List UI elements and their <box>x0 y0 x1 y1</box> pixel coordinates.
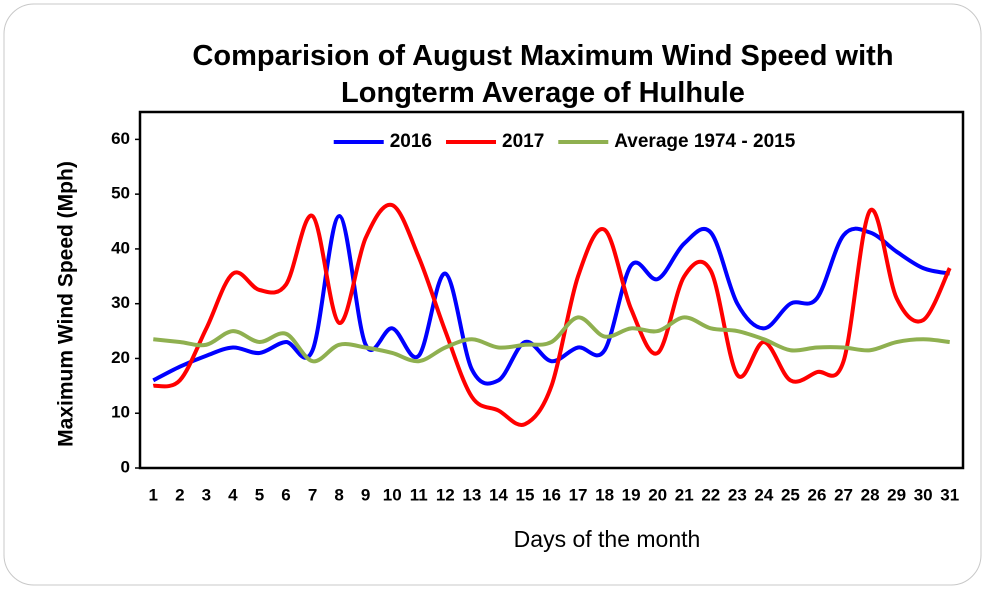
legend-label: Average 1974 - 2015 <box>614 131 795 152</box>
x-tick-label: 19 <box>622 485 641 504</box>
x-tick-label: 23 <box>728 485 747 504</box>
x-tick-label: 15 <box>515 485 534 504</box>
x-axis-label: Days of the month <box>514 526 701 552</box>
x-tick-label: 13 <box>462 485 481 504</box>
x-tick-label: 7 <box>308 485 317 504</box>
frame <box>3 3 982 586</box>
series-line <box>153 315 950 364</box>
x-tick-label: 27 <box>834 485 853 504</box>
x-tick-label: 20 <box>648 485 667 504</box>
x-tick-label: 14 <box>489 485 508 504</box>
x-tick-label: 6 <box>281 485 290 504</box>
x-tick-label: 30 <box>914 485 933 504</box>
legend-label: 2017 <box>502 131 544 152</box>
x-tick-label: 2 <box>175 485 184 504</box>
x-tick-label: 4 <box>228 485 238 504</box>
x-tick-label: 5 <box>255 485 264 504</box>
x-tick-label: 1 <box>149 485 158 504</box>
y-tick-label: 30 <box>111 293 130 312</box>
x-tick-label: 28 <box>861 485 880 504</box>
y-tick-label: 0 <box>121 457 130 476</box>
x-tick-label: 9 <box>361 485 370 504</box>
x-tick-label: 18 <box>595 485 614 504</box>
series-line <box>152 202 952 427</box>
x-tick-label: 8 <box>334 485 343 504</box>
x-tick-label: 3 <box>202 485 211 504</box>
x-tick-label: 12 <box>436 485 455 504</box>
y-tick-label: 20 <box>111 348 130 367</box>
plot-area <box>138 110 965 470</box>
x-tick-label: 31 <box>940 485 959 504</box>
chart-title: Comparision of August Maximum Wind Speed… <box>192 40 894 109</box>
x-tick-label: 26 <box>808 485 827 504</box>
x-tick-label: 16 <box>542 485 561 504</box>
series-line <box>152 214 951 386</box>
x-tick-label: 11 <box>410 485 428 504</box>
x-tick-label: 25 <box>781 485 800 504</box>
y-axis-label: Maximum Wind Speed (Mph) <box>55 161 78 447</box>
x-tick-label: 29 <box>887 485 906 504</box>
y-tick-label: 50 <box>111 184 130 203</box>
y-tick-label: 40 <box>111 238 130 257</box>
y-tick-label: 10 <box>111 403 130 422</box>
x-tick-label: 21 <box>675 485 694 504</box>
y-tick-label: 60 <box>111 129 130 148</box>
x-tick-label: 10 <box>383 485 402 504</box>
x-tick-label: 22 <box>701 485 720 504</box>
x-tick-label: 17 <box>569 485 588 504</box>
x-tick-label: 24 <box>754 485 773 504</box>
legend-label: 2016 <box>390 131 432 152</box>
